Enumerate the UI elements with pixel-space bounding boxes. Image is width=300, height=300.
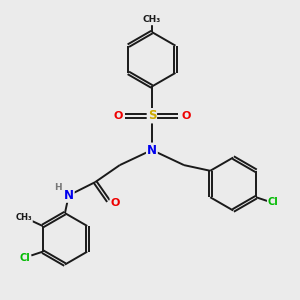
Text: O: O: [110, 198, 120, 208]
Text: Cl: Cl: [19, 253, 30, 263]
Text: N: N: [64, 189, 74, 202]
Text: H: H: [54, 183, 62, 192]
Text: Cl: Cl: [268, 197, 278, 207]
Text: O: O: [113, 111, 123, 121]
Text: O: O: [181, 111, 190, 121]
Text: CH₃: CH₃: [16, 213, 32, 222]
Text: CH₃: CH₃: [143, 16, 161, 25]
Text: N: N: [147, 143, 157, 157]
Text: S: S: [148, 110, 156, 122]
